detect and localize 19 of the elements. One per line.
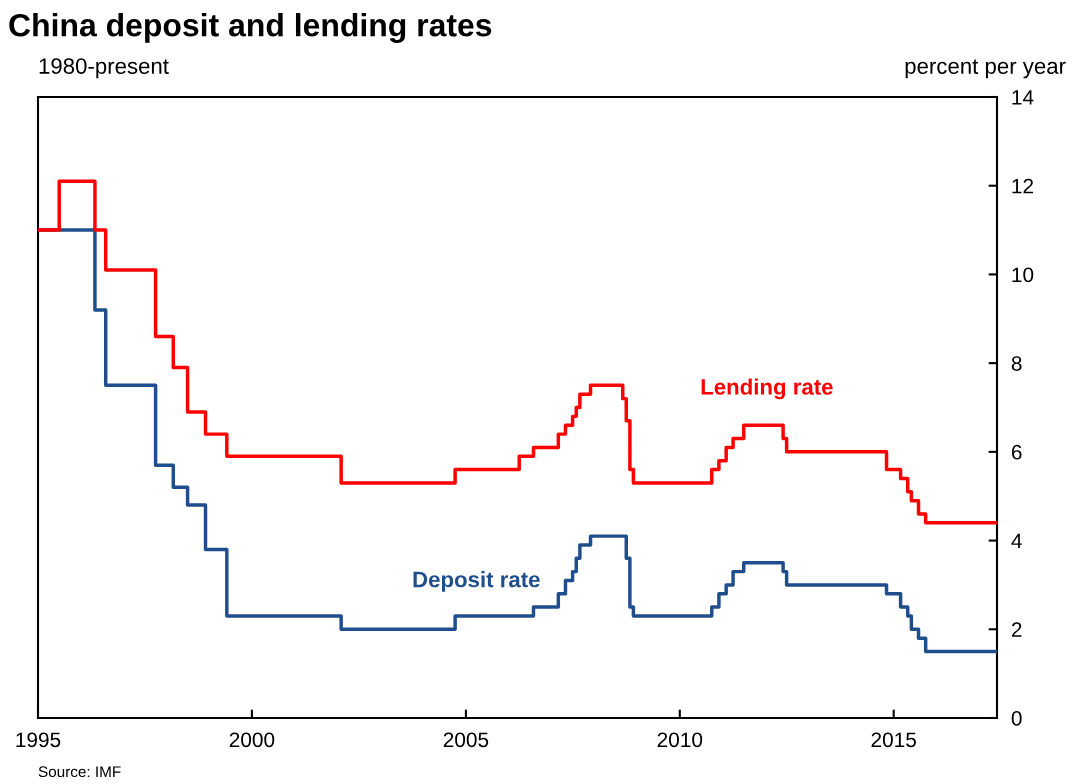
y-tick-label: 0 <box>1011 711 1022 726</box>
series-label: Deposit rate <box>413 571 540 592</box>
x-tick-label: 2000 <box>229 732 275 748</box>
source-note: Source: IMF <box>38 766 121 778</box>
chart-subtitle: 1980-present <box>39 58 169 79</box>
y-tick-label: 12 <box>1012 178 1034 194</box>
y-tick-label: 14 <box>1012 90 1034 105</box>
series-label: Lending rate <box>701 378 833 400</box>
chart-title: China deposit and lending rates <box>9 13 492 43</box>
x-tick-label: 2010 <box>657 732 703 748</box>
x-tick-label: 2015 <box>871 732 916 748</box>
y-tick-label: 4 <box>1011 533 1022 549</box>
y-tick-label: 10 <box>1012 267 1034 283</box>
x-tick-label: 2005 <box>443 732 489 748</box>
x-tick-label: 1995 <box>16 732 61 748</box>
y-tick-label: 2 <box>1011 622 1022 637</box>
y-axis-title: percent per year <box>905 59 1066 79</box>
y-tick-label: 6 <box>1011 444 1022 460</box>
y-tick-label: 8 <box>1011 356 1022 371</box>
